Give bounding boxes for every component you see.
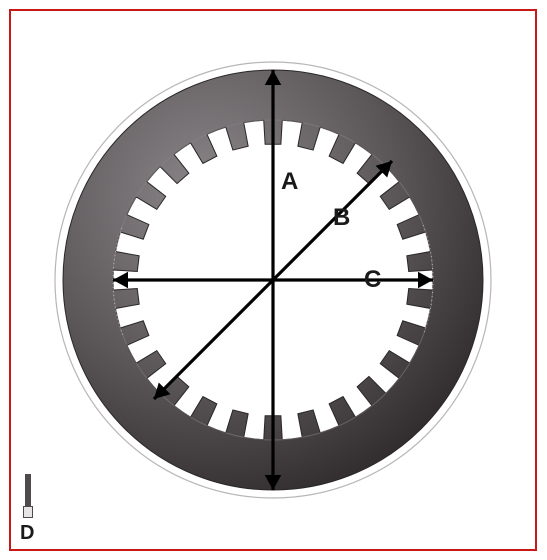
dimension-label-d: D: [20, 522, 34, 545]
thickness-base: [23, 506, 33, 518]
dimension-label-b: B: [333, 204, 350, 232]
dimension-label-a: A: [281, 168, 298, 196]
dimension-label-c: C: [364, 266, 381, 294]
clutch-disc-diagram: [0, 0, 547, 560]
thickness-bar: [25, 474, 31, 506]
thickness-gauge: [23, 474, 33, 518]
